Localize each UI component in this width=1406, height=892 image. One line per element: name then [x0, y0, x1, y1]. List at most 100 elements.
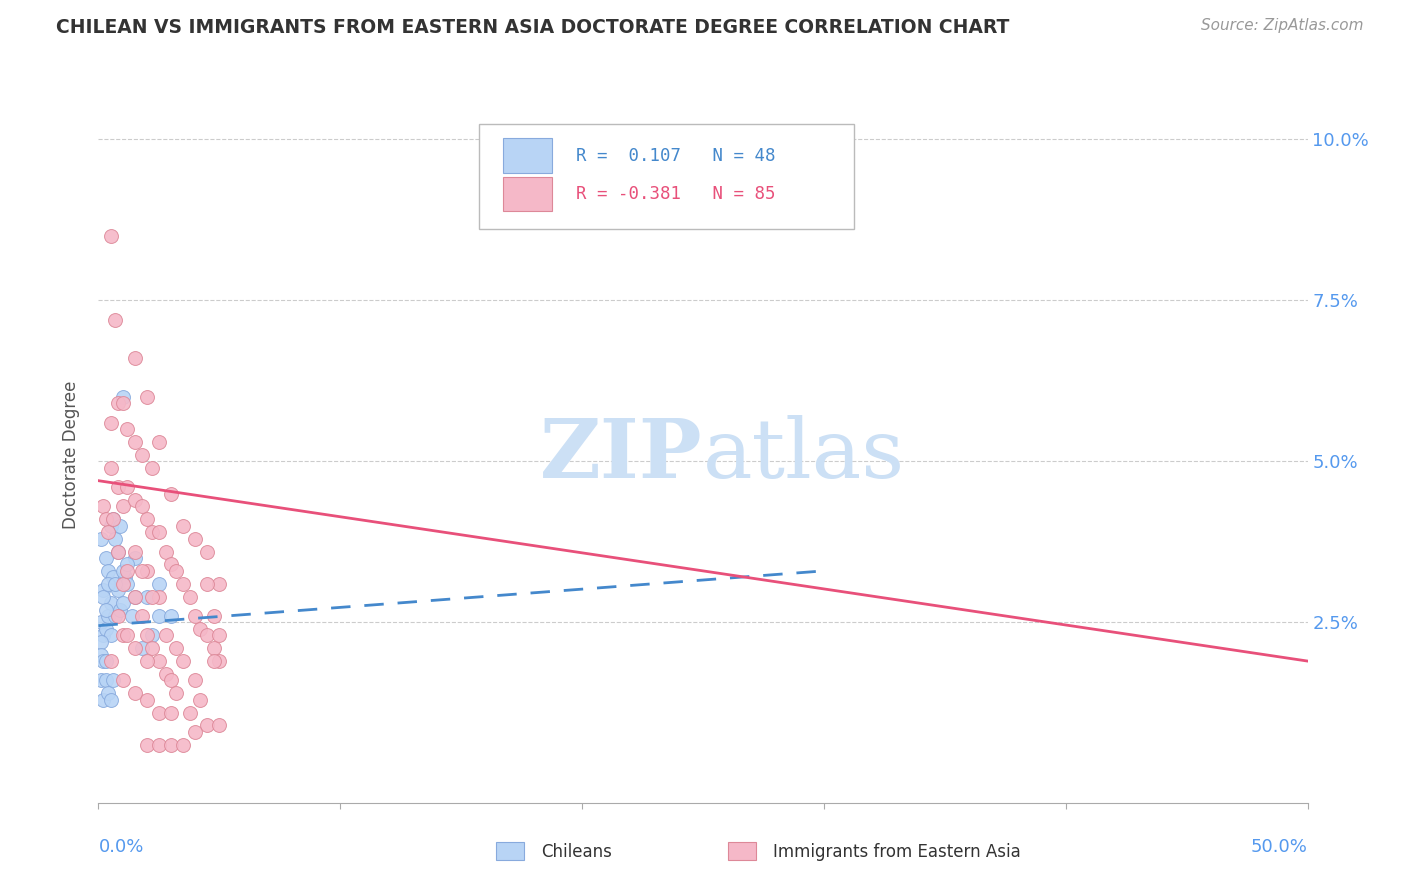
Point: [100, 416, 122, 430]
Point: [184, 673, 207, 688]
Point: [141, 460, 163, 475]
Point: [131, 500, 153, 514]
Text: CHILEAN VS IMMIGRANTS FROM EASTERN ASIA DOCTORATE DEGREE CORRELATION CHART: CHILEAN VS IMMIGRANTS FROM EASTERN ASIA …: [56, 18, 1010, 37]
Point: [91, 628, 114, 642]
Point: [100, 518, 122, 533]
Point: [101, 570, 124, 584]
Point: [160, 738, 183, 752]
Point: [208, 628, 231, 642]
Point: [172, 576, 194, 591]
Bar: [728, 842, 756, 860]
Point: [179, 590, 201, 604]
Point: [121, 609, 143, 624]
Point: [155, 628, 177, 642]
Point: [97, 609, 120, 624]
Point: [179, 706, 201, 720]
Text: atlas: atlas: [703, 415, 905, 495]
Point: [104, 576, 127, 591]
Point: [208, 576, 231, 591]
Point: [160, 486, 183, 500]
Point: [124, 435, 146, 450]
FancyBboxPatch shape: [503, 138, 553, 173]
Point: [90, 615, 112, 630]
Point: [108, 518, 131, 533]
Point: [114, 570, 136, 584]
Text: 0.0%: 0.0%: [98, 838, 143, 856]
Text: R =  0.107   N = 48: R = 0.107 N = 48: [576, 147, 776, 165]
Point: [111, 564, 134, 578]
Point: [91, 500, 114, 514]
Point: [135, 628, 157, 642]
Point: [111, 390, 134, 404]
Text: Source: ZipAtlas.com: Source: ZipAtlas.com: [1201, 18, 1364, 33]
Point: [208, 718, 231, 732]
Point: [90, 532, 112, 546]
Point: [148, 435, 170, 450]
Point: [90, 634, 112, 648]
Point: [124, 351, 146, 366]
Point: [111, 628, 134, 642]
Point: [94, 551, 117, 566]
Point: [124, 590, 146, 604]
Point: [165, 564, 187, 578]
Point: [91, 590, 114, 604]
Point: [148, 654, 170, 668]
Point: [188, 692, 211, 706]
Point: [160, 706, 183, 720]
Point: [172, 518, 194, 533]
Text: 50.0%: 50.0%: [1251, 838, 1308, 856]
Point: [94, 622, 117, 636]
Point: [160, 558, 183, 572]
FancyBboxPatch shape: [479, 124, 855, 229]
Point: [135, 590, 157, 604]
Text: ZIP: ZIP: [540, 415, 703, 495]
Point: [160, 609, 183, 624]
Point: [90, 648, 112, 662]
Point: [101, 512, 124, 526]
Point: [172, 738, 194, 752]
Y-axis label: Doctorate Degree: Doctorate Degree: [62, 381, 80, 529]
Point: [155, 544, 177, 558]
Point: [135, 564, 157, 578]
Point: [97, 686, 120, 700]
Point: [124, 686, 146, 700]
Point: [155, 667, 177, 681]
Point: [184, 532, 207, 546]
Point: [107, 544, 129, 558]
Point: [135, 738, 157, 752]
Point: [135, 654, 157, 668]
Point: [104, 532, 127, 546]
Point: [195, 628, 218, 642]
Bar: [495, 842, 524, 860]
Point: [148, 738, 170, 752]
Point: [148, 576, 170, 591]
Point: [104, 312, 127, 326]
Point: [131, 609, 153, 624]
Point: [107, 480, 129, 494]
Point: [184, 725, 207, 739]
Point: [195, 544, 218, 558]
FancyBboxPatch shape: [503, 177, 553, 211]
Point: [117, 558, 139, 572]
Point: [91, 692, 114, 706]
Point: [141, 590, 163, 604]
Point: [141, 641, 163, 656]
Point: [100, 228, 122, 243]
Point: [111, 500, 134, 514]
Point: [111, 673, 134, 688]
Text: Chileans: Chileans: [541, 843, 612, 861]
Point: [204, 641, 226, 656]
Point: [195, 718, 218, 732]
Point: [107, 583, 129, 598]
Point: [97, 576, 120, 591]
Point: [108, 602, 131, 616]
Point: [100, 596, 122, 610]
Point: [91, 583, 114, 598]
Point: [117, 422, 139, 436]
Point: [101, 512, 124, 526]
Point: [148, 525, 170, 540]
Point: [184, 609, 207, 624]
Point: [111, 576, 134, 591]
Point: [172, 654, 194, 668]
Point: [100, 628, 122, 642]
